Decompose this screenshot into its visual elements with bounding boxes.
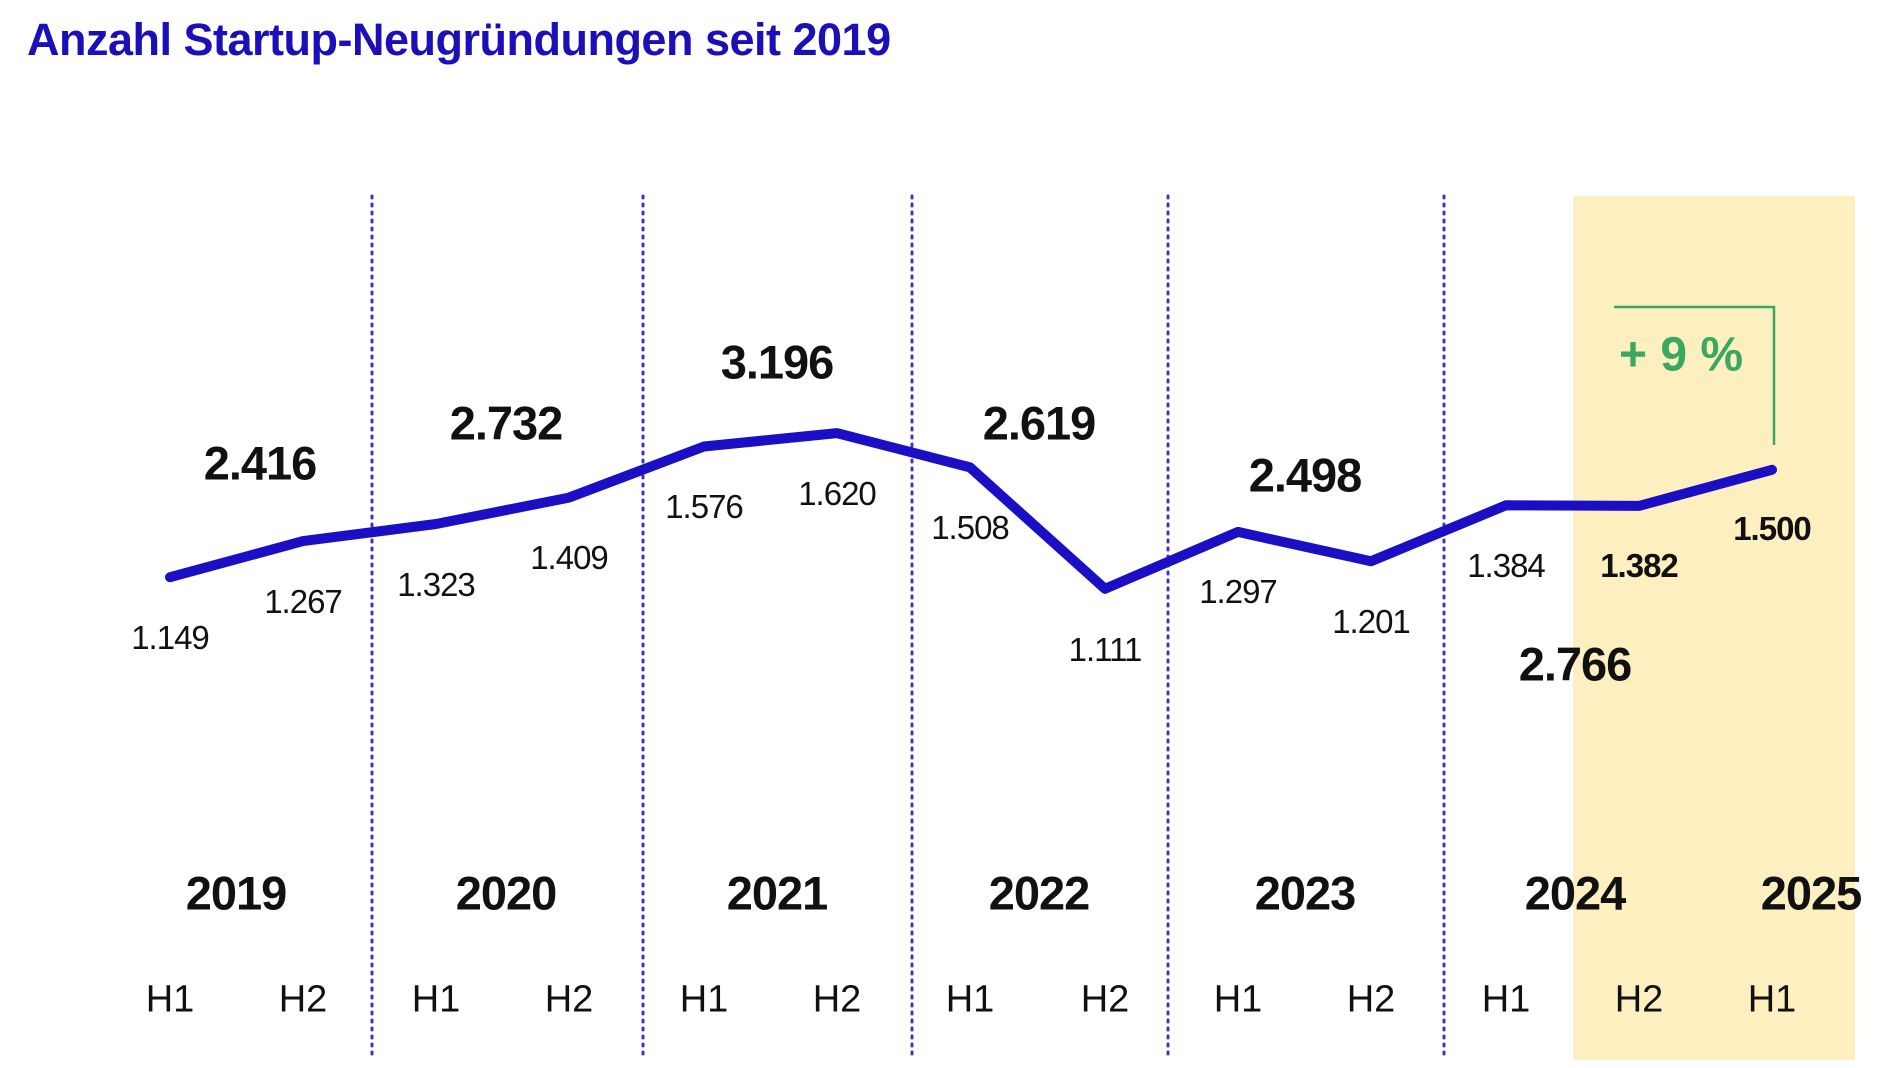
half-tick-label: H1 <box>945 978 995 1021</box>
data-label: 1.500 <box>1733 510 1812 547</box>
data-label: 1.201 <box>1332 603 1411 640</box>
year-tick-label: 2023 <box>1254 866 1357 920</box>
data-label: 1.149 <box>131 619 210 656</box>
year-tick-label: 2022 <box>988 866 1091 920</box>
year-tick-label: 2025 <box>1760 866 1863 920</box>
year-tick-label: 2021 <box>726 866 829 920</box>
year-tick-label: 2020 <box>455 866 558 920</box>
half-tick-label: H2 <box>1080 978 1130 1021</box>
half-tick-label: H2 <box>1614 978 1664 1021</box>
year-tick-label: 2024 <box>1524 866 1627 920</box>
half-tick-label: H1 <box>679 978 729 1021</box>
growth-annotation: + 9 % <box>1618 328 1744 382</box>
half-tick-label: H2 <box>812 978 862 1021</box>
half-tick-label: H2 <box>544 978 594 1021</box>
data-label: 1.508 <box>931 509 1010 546</box>
half-tick-label: H1 <box>1747 978 1797 1021</box>
half-tick-label: H1 <box>1481 978 1531 1021</box>
data-label: 1.382 <box>1600 547 1679 584</box>
year-total-label: 2.619 <box>982 396 1097 450</box>
year-tick-label: 2019 <box>185 866 288 920</box>
highlight-band <box>1573 196 1855 1060</box>
data-label: 1.111 <box>1068 631 1143 668</box>
data-label: 1.384 <box>1467 547 1546 584</box>
data-label: 1.620 <box>798 475 877 512</box>
chart-title: Anzahl Startup-Neugründungen seit 2019 <box>27 14 891 65</box>
data-label: 1.267 <box>264 583 343 620</box>
half-tick-label: H1 <box>145 978 195 1021</box>
half-tick-label: H1 <box>411 978 461 1021</box>
data-label: 1.323 <box>397 566 476 603</box>
data-label: 1.576 <box>665 488 744 525</box>
year-total-label: 3.196 <box>720 335 835 389</box>
year-total-label: 2.416 <box>203 436 318 490</box>
year-total-label: 2.766 <box>1518 637 1633 691</box>
half-tick-label: H1 <box>1213 978 1263 1021</box>
half-tick-label: H2 <box>1346 978 1396 1021</box>
half-tick-label: H2 <box>278 978 328 1021</box>
year-total-label: 2.732 <box>449 396 564 450</box>
data-label: 1.297 <box>1199 573 1278 610</box>
data-label: 1.409 <box>530 539 609 576</box>
growth-bracket <box>1614 305 1776 445</box>
year-total-label: 2.498 <box>1248 448 1363 502</box>
